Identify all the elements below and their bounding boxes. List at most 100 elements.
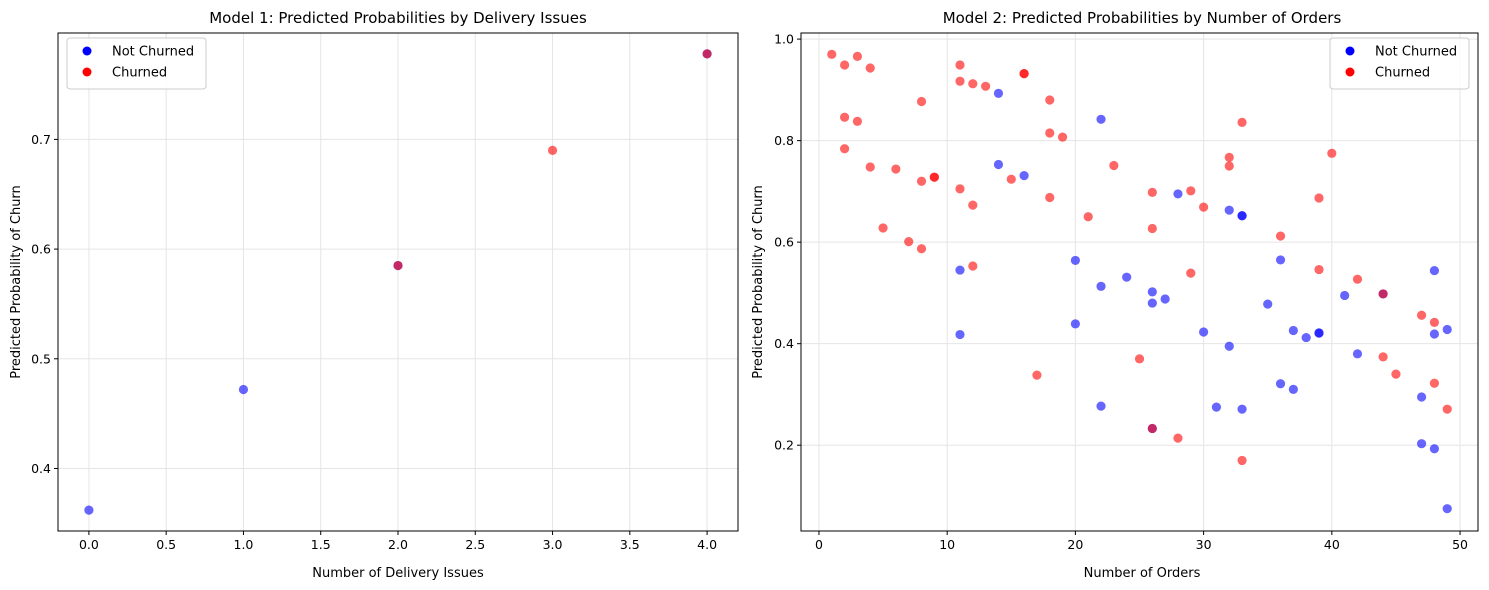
- point-not-churned: [1442, 324, 1452, 335]
- point-not-churned: [1442, 504, 1452, 514]
- point-churned: [1147, 223, 1157, 234]
- point-churned: [852, 116, 863, 126]
- point-churned: [839, 144, 850, 154]
- x-tick-label: 1.5: [311, 537, 331, 552]
- point-churned: [1186, 268, 1196, 278]
- legend-marker-churned: [82, 67, 92, 77]
- point-churned: [968, 200, 978, 210]
- point-not-churned: [1416, 439, 1427, 449]
- plot-area-frame: [800, 32, 1479, 532]
- point-not-churned: [1224, 205, 1234, 215]
- point-churned: [1045, 128, 1055, 138]
- point-churned: [955, 60, 965, 70]
- point-churned: [878, 223, 888, 233]
- x-tick-label: 2.5: [465, 537, 485, 552]
- point-not-churned: [1160, 294, 1170, 304]
- y-tick-label: 0.5: [31, 351, 51, 366]
- point-churned: [1083, 212, 1093, 222]
- x-tick-label: 1.0: [234, 537, 254, 552]
- grid-lines: [58, 33, 738, 531]
- point-churned: [1429, 317, 1440, 327]
- chart-title: Model 2: Predicted Probabilities by Numb…: [943, 9, 1342, 27]
- axis-ticks: 0 10 20 30 40 50 0.2 0.4 0.6 0.8 1.0: [774, 32, 1468, 552]
- point-churned: [1224, 161, 1234, 171]
- point-churned: [1224, 152, 1234, 162]
- legend-marker-not-churned: [82, 46, 92, 56]
- x-tick-label: 10: [939, 537, 955, 552]
- point-not-churned: [1429, 265, 1440, 276]
- point-churned: [1416, 310, 1427, 320]
- legend-marker-churned: [1345, 67, 1355, 77]
- point-not-churned: [1173, 189, 1183, 199]
- y-tick-label: 0.6: [31, 242, 51, 257]
- point-not-churned: [1211, 402, 1222, 412]
- point-churned: [852, 51, 863, 61]
- axis-ticks: 0.0 0.5 1.0 1.5 2.0 2.5 3.0 3.5 4.0 0.4 0.5 0.6 0.7: [31, 132, 717, 552]
- x-tick-label: 2.0: [388, 537, 408, 552]
- point-churned: [1057, 132, 1068, 142]
- point-churned: [1378, 352, 1388, 362]
- point-churned: [916, 244, 927, 254]
- point-not-churned: [84, 505, 94, 515]
- x-tick-label: 50: [1452, 537, 1468, 552]
- point-not-churned: [993, 159, 1004, 170]
- point-churned: [955, 76, 965, 86]
- scatter-panel-model-1: Model 1: Predicted Probabilities by Deli…: [9, 9, 739, 581]
- point-churned: [1314, 193, 1324, 203]
- point-not-churned: [1122, 272, 1132, 282]
- legend-label-churned: Churned: [112, 66, 167, 81]
- x-tick-label: 3.0: [543, 537, 563, 552]
- point-churned: [839, 60, 850, 70]
- point-churned: [1391, 369, 1401, 379]
- point-churned: [916, 96, 927, 107]
- point-churned: [1352, 274, 1363, 284]
- point-churned: [1314, 264, 1324, 275]
- x-tick-label: 20: [1067, 537, 1083, 552]
- point-churned: [1019, 69, 1029, 79]
- point-not-churned: [1237, 404, 1247, 414]
- point-churned: [1237, 455, 1247, 466]
- scatter-points: [84, 49, 712, 515]
- x-tick-label: 0.0: [79, 537, 99, 552]
- point-churned: [1442, 404, 1452, 414]
- point-churned: [929, 172, 939, 182]
- point-not-churned: [1288, 384, 1298, 394]
- point-churned: [1134, 354, 1145, 364]
- point-not-churned: [1416, 392, 1427, 402]
- point-not-churned: [1275, 379, 1286, 389]
- point-churned: [1186, 186, 1196, 196]
- grid-lines: [801, 33, 1478, 531]
- point-not-churned: [1314, 328, 1324, 338]
- legend-label-churned: Churned: [1375, 66, 1430, 81]
- point-not-churned: [1019, 171, 1029, 181]
- y-tick-label: 0.6: [774, 235, 794, 250]
- y-tick-label: 0.4: [774, 336, 794, 351]
- x-tick-label: 3.5: [620, 537, 640, 552]
- point-not-churned: [1147, 298, 1157, 308]
- legend-label-not-churned: Not Churned: [112, 45, 194, 60]
- point-not-churned: [1352, 349, 1363, 359]
- point-churned: [1147, 187, 1157, 198]
- point-churned: [916, 176, 927, 186]
- legend: Not Churned Churned: [1329, 37, 1470, 90]
- point-churned: [968, 261, 978, 271]
- y-tick-label: 0.8: [774, 133, 794, 148]
- point-not-churned: [1301, 332, 1311, 343]
- point-churned: [981, 81, 991, 91]
- legend-box: [66, 37, 207, 90]
- point-churned: [865, 162, 875, 172]
- x-tick-label: 4.0: [697, 537, 717, 552]
- legend-marker-not-churned: [1345, 46, 1355, 56]
- point-not-churned: [1096, 281, 1106, 291]
- point-churned: [1237, 117, 1247, 127]
- legend: Not Churned Churned: [66, 37, 207, 90]
- point-not-churned: [1096, 401, 1106, 411]
- point-churned: [1429, 378, 1440, 388]
- y-tick-label: 0.2: [774, 438, 794, 453]
- x-tick-label: 30: [1196, 537, 1212, 552]
- point-churned: [393, 260, 403, 271]
- point-not-churned: [1429, 444, 1440, 454]
- point-churned: [1032, 370, 1042, 380]
- point-churned: [1109, 160, 1119, 171]
